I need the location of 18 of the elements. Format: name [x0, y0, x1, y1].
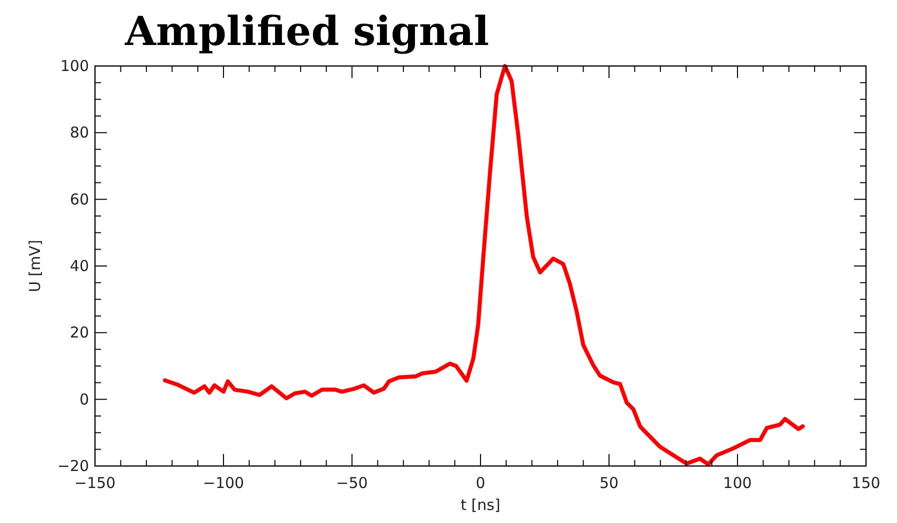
chart-title: Amplified signal	[124, 8, 490, 55]
y-axis-title: U [mV]	[26, 240, 44, 292]
line-series	[162, 64, 805, 466]
y-tick-label: 20	[70, 324, 89, 342]
x-tick-label: 50	[599, 474, 619, 492]
x-tick-label: 100	[723, 474, 752, 492]
x-tick-label: −150	[74, 474, 116, 492]
y-tick-label: 80	[70, 124, 89, 142]
y-tick-label: 60	[70, 190, 89, 208]
y-tick-label: 0	[79, 390, 89, 408]
y-tick-label: −20	[57, 457, 89, 475]
x-tick-label: −100	[202, 474, 244, 492]
x-axis-title: t [ns]	[460, 496, 500, 514]
x-tick-label: −50	[336, 474, 368, 492]
x-tick-label: 150	[852, 474, 880, 492]
y-tick-label: 100	[60, 57, 89, 75]
y-tick-label: 40	[70, 257, 89, 275]
x-tick-label: 0	[476, 474, 486, 492]
